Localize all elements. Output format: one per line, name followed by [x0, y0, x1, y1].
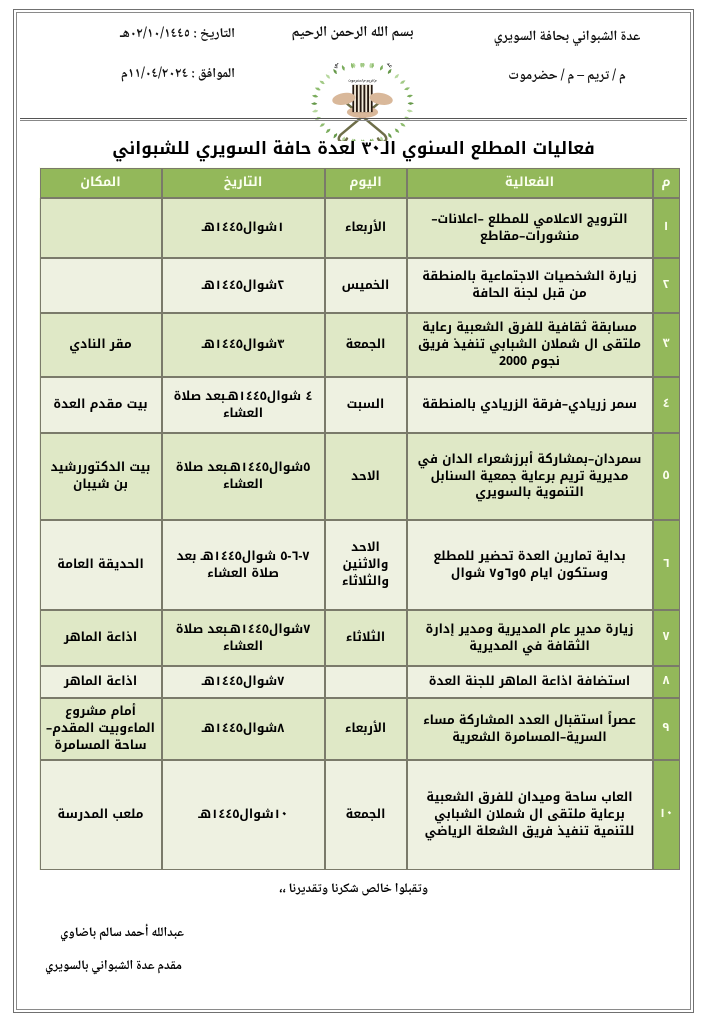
svg-text:م/تريم-م/حضرموت: م/تريم-م/حضرموت — [348, 79, 377, 85]
